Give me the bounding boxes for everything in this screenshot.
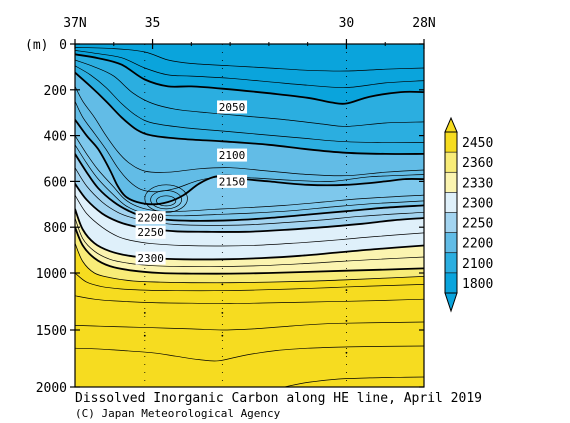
sample-marker-0-0	[143, 283, 146, 286]
x-tick-label-28: 28N	[412, 16, 435, 31]
contour-label-bg-2300	[135, 251, 166, 265]
chart-title: Dissolved Inorganic Carbon along HE line…	[75, 391, 482, 406]
colorbar-swatch-2330	[445, 172, 457, 193]
thin-contour-11	[75, 272, 424, 292]
color-band-2050	[75, 44, 424, 104]
colorbar-label-2330: 2330	[462, 176, 493, 191]
contour-2250	[75, 183, 424, 233]
thin-contour-6	[75, 135, 424, 212]
colorbar-label-2200: 2200	[462, 237, 493, 252]
contour-label-bg-2050	[217, 100, 248, 114]
contour-label-2300: 2300	[137, 252, 164, 265]
y-tick-label-600: 600	[44, 175, 67, 190]
thin-contour-10	[75, 217, 424, 268]
x-tick-label-37: 37N	[63, 16, 86, 31]
colorbar-label-2450: 2450	[462, 136, 493, 151]
thin-contour-3	[75, 65, 424, 143]
x-tick-label-30: 30	[339, 16, 355, 31]
eddy-contour-0	[144, 184, 188, 213]
color-band-2100	[75, 54, 424, 154]
thin-contour-14	[75, 345, 424, 362]
sample-marker-1-0	[221, 283, 224, 286]
color-band-2450	[75, 243, 424, 387]
plot-content	[75, 44, 424, 387]
color-band-2330	[75, 208, 424, 274]
sample-marker-2-0	[345, 289, 348, 291]
contour-label-2250: 2250	[137, 226, 164, 239]
contour-label-bg-2100	[217, 148, 248, 162]
plot-frame	[74, 43, 425, 388]
eddy-contour-2	[156, 195, 177, 207]
thin-contour-9	[75, 194, 424, 247]
y-tick-label-2000: 2000	[36, 381, 67, 396]
y-tick-label-1500: 1500	[36, 324, 67, 339]
y-axis-unit: (m)	[25, 38, 48, 53]
color-band-2200	[75, 119, 424, 221]
colorbar-swatch-2450	[445, 132, 457, 153]
contour-label-2100: 2100	[219, 149, 246, 162]
y-tick-label-1000: 1000	[36, 267, 67, 282]
eddy-contour-1	[150, 190, 182, 210]
x-tick-label-35: 35	[145, 16, 161, 31]
contour-2100	[75, 71, 424, 155]
thin-contour-8	[75, 167, 424, 226]
thin-contour-12	[75, 295, 424, 304]
y-tick-label-200: 200	[44, 84, 67, 99]
contour-2300	[75, 208, 424, 261]
thin-contour-1	[75, 50, 424, 88]
colorbar-label-2360: 2360	[462, 156, 493, 171]
colorbar-label-2250: 2250	[462, 217, 493, 232]
color-band-2300	[75, 183, 424, 260]
thin-contour-15	[284, 376, 424, 387]
contour-2200	[75, 153, 424, 222]
colorbar-swatch-2300	[445, 192, 457, 213]
contour-label-2200: 2200	[137, 212, 164, 225]
sample-marker-2-2	[345, 351, 348, 354]
colorbar-label-2300: 2300	[462, 196, 493, 211]
sample-marker-0-1	[143, 312, 146, 314]
contour-label-bg-2150	[217, 174, 248, 188]
colorbar-top-arrow	[444, 116, 458, 133]
contour-2330	[75, 226, 424, 275]
thin-contour-4	[75, 86, 424, 177]
sample-marker-0-2	[143, 334, 146, 337]
contour-label-bg-2250	[135, 225, 166, 239]
colorbar-swatch-2200	[445, 232, 457, 253]
contour-label-bg-2200	[135, 211, 166, 225]
axes: 37N 35 30 28N 0 200 400 600 800 1000 1500 2000 (m)	[25, 16, 436, 396]
y-tick-label-800: 800	[44, 221, 67, 236]
credit-text: (C) Japan Meteorological Agency	[75, 407, 281, 420]
colorbar-swatch-2250	[445, 212, 457, 233]
contour-2050	[75, 53, 424, 105]
y-tick-label-0: 0	[59, 38, 67, 53]
colorbar: 2450 2360 2330 2300 2250 2200 2100 1800	[444, 116, 493, 313]
colorbar-swatch-2360	[445, 152, 457, 173]
colorbar-label-1800: 1800	[462, 277, 493, 292]
colorbar-label-2100: 2100	[462, 257, 493, 272]
color-band-2150	[75, 72, 424, 205]
thin-contour-13	[75, 321, 424, 331]
colorbar-swatch-2100	[445, 252, 457, 273]
contour-2360	[75, 243, 424, 284]
thin-contour-7	[75, 144, 424, 217]
sample-marker-1-1	[221, 312, 224, 314]
colorbar-swatch-1800	[445, 272, 457, 293]
contour-label-2150: 2150	[219, 175, 246, 188]
colorbar-bottom-arrow	[444, 292, 458, 313]
thin-contour-2	[75, 59, 424, 127]
y-tick-label-400: 400	[44, 130, 67, 145]
contour-2150	[75, 119, 424, 206]
thin-contour-0	[75, 47, 424, 72]
contour-label-2050: 2050	[219, 101, 246, 114]
sample-marker-2-1	[345, 319, 348, 322]
sample-marker-1-2	[221, 334, 224, 337]
